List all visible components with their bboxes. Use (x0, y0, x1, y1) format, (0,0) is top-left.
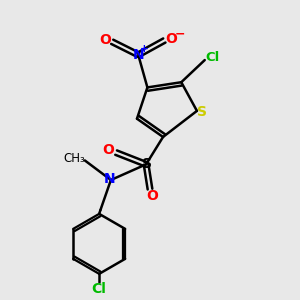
Text: O: O (102, 143, 114, 157)
Text: O: O (99, 34, 111, 47)
Text: CH₃: CH₃ (63, 152, 85, 165)
Text: Cl: Cl (206, 51, 220, 64)
Text: S: S (142, 157, 152, 171)
Text: Cl: Cl (92, 282, 106, 296)
Text: O: O (147, 189, 158, 203)
Text: +: + (140, 44, 148, 54)
Text: O: O (166, 32, 178, 46)
Text: N: N (133, 48, 144, 62)
Text: N: N (104, 172, 116, 186)
Text: S: S (196, 105, 207, 119)
Text: −: − (174, 28, 185, 40)
